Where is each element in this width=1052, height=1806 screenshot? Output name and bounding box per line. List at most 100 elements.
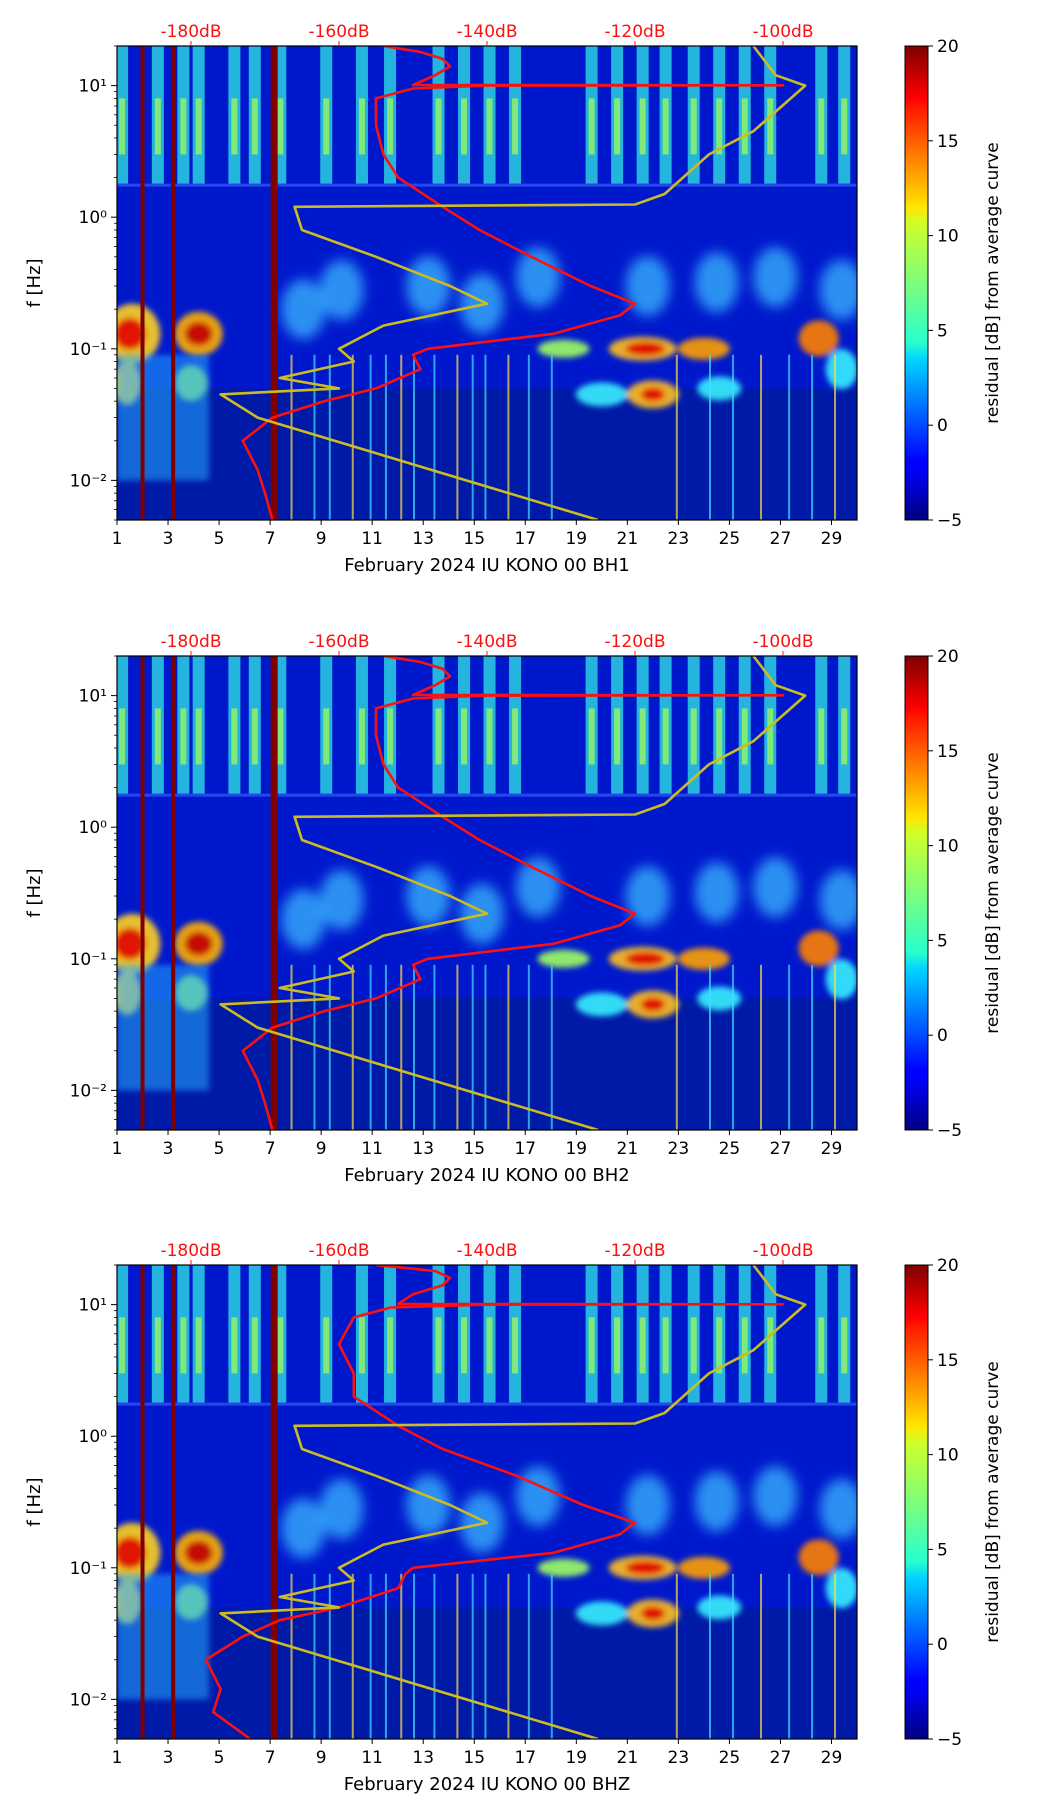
heatmap-area — [117, 656, 857, 1130]
hotspot — [537, 949, 590, 968]
x-tick-label: 5 — [214, 1139, 225, 1159]
event-spike — [369, 1573, 372, 1739]
hotspot — [697, 1595, 742, 1620]
event-spike — [328, 354, 331, 520]
hf-stripe-core — [180, 98, 187, 155]
hotspot — [825, 1568, 857, 1609]
hf-stripe-core — [614, 708, 621, 765]
event-spike — [484, 964, 487, 1130]
event-spike — [384, 354, 387, 520]
gap-columns — [140, 46, 278, 520]
x-tick-label: 15 — [463, 529, 485, 549]
early-month-band — [117, 1573, 209, 1700]
colorbar-tick-label: 0 — [937, 416, 948, 436]
hotspot — [117, 927, 146, 960]
hotspot — [184, 931, 213, 956]
colorbar-tick-label: 10 — [937, 227, 959, 247]
plume — [406, 866, 451, 927]
hf-stripe-core — [358, 708, 365, 765]
y-axis-label: f [Hz] — [24, 1477, 45, 1526]
hf-stripe-core — [387, 708, 394, 765]
plume — [406, 1475, 451, 1536]
hf-stripe-core — [154, 708, 161, 765]
hf-stripe-core — [716, 1317, 723, 1374]
x-tick-label: 1 — [112, 529, 123, 549]
event-spike — [811, 964, 814, 1130]
hf-stripe-core — [588, 98, 595, 155]
x-tick-label: 25 — [719, 1139, 741, 1159]
event-spike — [834, 1573, 837, 1739]
top-tick-label: -160dB — [308, 1241, 369, 1261]
event-spike — [313, 354, 316, 520]
event-spike — [788, 964, 791, 1130]
hotspot — [625, 951, 666, 966]
plume — [819, 1478, 857, 1539]
colorbar-tick-label: 20 — [937, 37, 959, 57]
x-tick-label: 19 — [565, 1139, 587, 1159]
early-month-band — [117, 354, 209, 481]
hf-stripe-core — [231, 98, 238, 155]
hf-stripe-core — [690, 708, 697, 765]
hotspot — [117, 1536, 146, 1569]
plume — [281, 279, 326, 340]
plume — [694, 252, 739, 313]
x-tick-label: 15 — [463, 1748, 485, 1768]
hotspot — [575, 1601, 628, 1626]
x-tick-label: 3 — [163, 529, 174, 549]
hotspot — [697, 986, 742, 1011]
mid-band-plumes — [281, 247, 857, 340]
hotspot — [825, 959, 857, 1000]
x-tick-label: 27 — [770, 529, 792, 549]
event-spike — [484, 1573, 487, 1739]
hf-stripe-core — [154, 98, 161, 155]
top-tick-label: -140dB — [456, 22, 517, 42]
top-tick-label: -160dB — [308, 22, 369, 42]
x-tick-label: 27 — [770, 1748, 792, 1768]
event-spike — [507, 1573, 510, 1739]
early-month-band — [117, 964, 209, 1091]
event-spike — [527, 354, 530, 520]
x-tick-label: 21 — [617, 529, 639, 549]
hf-stripe-core — [251, 1317, 258, 1374]
hotspot — [677, 337, 730, 360]
event-spike — [731, 964, 734, 1130]
y-tick-label: 10⁰ — [79, 1427, 108, 1447]
event-spike — [456, 1573, 459, 1739]
event-spike — [351, 1573, 354, 1739]
hf-stripe-core — [323, 1317, 330, 1374]
hotspot — [798, 1539, 839, 1576]
event-spike — [369, 354, 372, 520]
event-spike — [351, 964, 354, 1130]
x-tick-label: 25 — [719, 529, 741, 549]
y-tick-label: 10⁰ — [79, 818, 108, 838]
x-tick-label: 29 — [821, 1748, 843, 1768]
plume — [819, 259, 857, 320]
plume — [625, 1475, 670, 1536]
x-tick-label: 29 — [821, 529, 843, 549]
event-spike — [400, 354, 403, 520]
gap-column — [270, 46, 278, 520]
gap-column — [140, 1265, 145, 1739]
hf-boundary — [117, 183, 857, 187]
y-tick-label: 10¹ — [79, 77, 107, 97]
plume — [406, 256, 451, 317]
colorbar-tick-label: −5 — [937, 1730, 962, 1750]
event-spike — [675, 354, 678, 520]
x-tick-label: 11 — [361, 1139, 383, 1159]
event-spike — [527, 964, 530, 1130]
x-tick-label: 7 — [265, 529, 276, 549]
x-tick-label: 7 — [265, 1748, 276, 1768]
median-psd-curve — [241, 46, 785, 520]
hf-stripe-core — [512, 708, 519, 765]
hotspot — [798, 930, 839, 967]
noise-model-curve — [219, 46, 807, 520]
event-spike — [290, 354, 293, 520]
event-spike — [484, 354, 487, 520]
hf-stripe-core — [716, 98, 723, 155]
event-spike — [731, 354, 734, 520]
event-spike — [834, 354, 837, 520]
x-tick-label: 17 — [514, 1748, 536, 1768]
top-tick-label: -120dB — [604, 22, 665, 42]
plume — [694, 862, 739, 923]
event-spike — [811, 1573, 814, 1739]
